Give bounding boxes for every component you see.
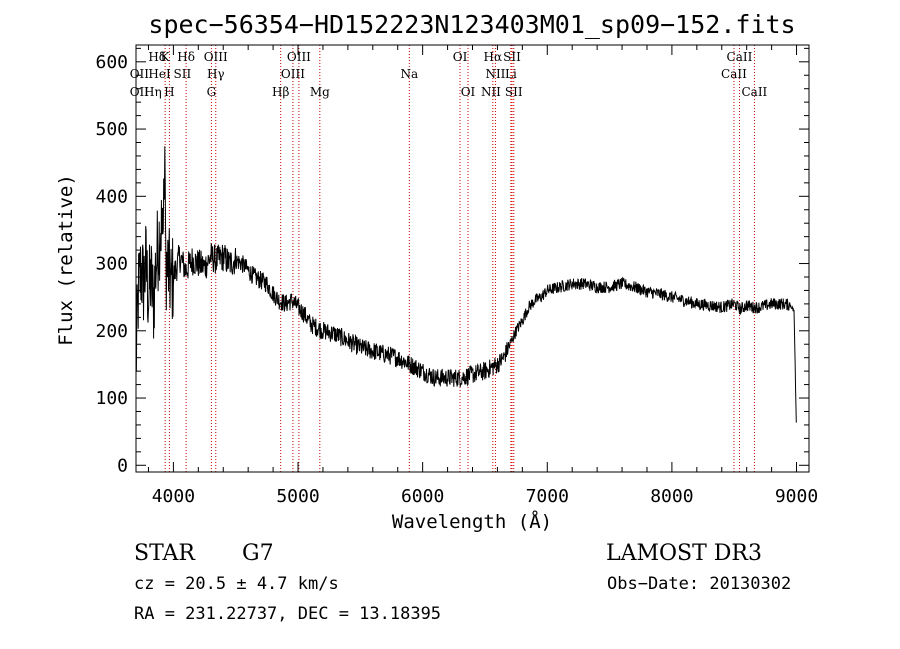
- line-label-10: HeI: [148, 67, 171, 81]
- line-label-24: OI: [461, 85, 476, 99]
- line-label-0: Hδ: [148, 50, 166, 64]
- line-label-2: Hδ: [177, 50, 195, 64]
- x-tick-label-5000: 5000: [276, 486, 319, 507]
- survey-name: LAMOST DR3: [606, 541, 762, 566]
- x-tick-label-9000: 9000: [775, 486, 818, 507]
- line-label-9: OII: [130, 67, 150, 81]
- redshift-readout: cz = 20.5 ± 4.7 km/s: [134, 574, 339, 594]
- x-tick-label-4000: 4000: [152, 486, 195, 507]
- line-label-15: NII: [485, 67, 505, 81]
- y-axis-ticks: 0 100 200 300 400 500 600: [95, 47, 809, 476]
- line-label-14: Na: [400, 67, 418, 81]
- line-label-12: Hγ: [207, 67, 225, 81]
- line-label-11: SII: [174, 67, 192, 81]
- line-label-20: H: [164, 85, 174, 99]
- spectrum-series-line: [135, 146, 797, 423]
- line-label-26: SII: [505, 85, 523, 99]
- line-label-18: OII: [130, 85, 150, 99]
- line-label-25: NII: [481, 85, 501, 99]
- y-tick-label-400: 400: [95, 186, 128, 207]
- y-tick-label-100: 100: [95, 388, 128, 409]
- y-tick-label-300: 300: [95, 254, 128, 275]
- line-label-27: CaII: [741, 85, 767, 99]
- y-tick-label-200: 200: [95, 321, 128, 342]
- coordinates-readout: RA = 231.22737, DEC = 13.18395: [134, 604, 441, 624]
- line-label-19: Hη: [144, 85, 162, 99]
- line-label-6: Hα: [484, 50, 503, 64]
- object-subclass: G7: [242, 541, 274, 566]
- line-label-16: Li: [505, 67, 517, 81]
- x-axis-ticks: 4000 5000 6000 7000 8000 9000: [147, 45, 818, 507]
- y-axis-label: Flux (relative): [55, 174, 77, 346]
- line-label-8: CaII: [727, 50, 753, 64]
- line-label-17: CaII: [721, 67, 747, 81]
- y-tick-label-500: 500: [95, 119, 128, 140]
- line-label-21: G: [207, 85, 217, 99]
- y-tick-label-0: 0: [117, 455, 128, 476]
- line-label-5: OI: [453, 50, 468, 64]
- line-label-4: OIII: [287, 50, 311, 64]
- y-tick-label-600: 600: [95, 52, 128, 73]
- line-label-1: K: [161, 50, 171, 64]
- line-label-22: Hβ: [272, 85, 289, 99]
- observation-date: Obs−Date: 20130302: [607, 574, 791, 594]
- object-class: STAR: [134, 541, 196, 566]
- x-tick-label-7000: 7000: [526, 486, 569, 507]
- line-label-23: Mg: [310, 85, 330, 99]
- emission-line-markers: [164, 45, 755, 472]
- x-tick-label-8000: 8000: [650, 486, 693, 507]
- line-label-3: OIII: [204, 50, 228, 64]
- line-label-7: SII: [503, 50, 521, 64]
- line-label-13: OIII: [281, 67, 305, 81]
- x-axis-label: Wavelength (Å): [392, 510, 552, 533]
- chart-title: spec−56354−HD152223N123403M01_sp09−152.f…: [148, 10, 795, 39]
- x-tick-label-6000: 6000: [401, 486, 444, 507]
